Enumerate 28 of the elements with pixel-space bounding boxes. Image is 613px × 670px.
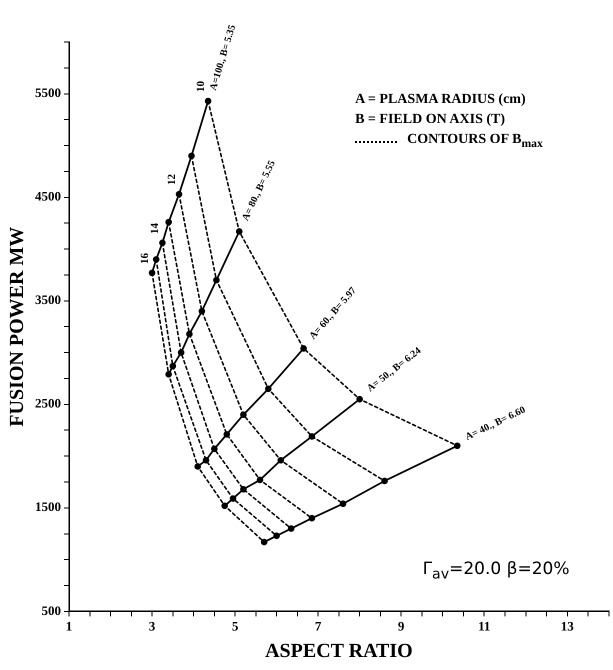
y-tick-label: 1500 (35, 499, 61, 514)
x-tick-label: 1 (66, 618, 72, 634)
text: A= 40., B= 6.60 (464, 404, 528, 443)
x-tick-label: 7 (314, 618, 322, 634)
annotation: 14 (149, 222, 162, 234)
y-tick-label: 2500 (35, 396, 61, 411)
annotation: 16 (139, 252, 152, 264)
y-tick-label: 3500 (35, 292, 61, 308)
x-tick-label: 13 (560, 618, 574, 634)
x-tick-label: 11 (478, 618, 490, 634)
x-axis-title: ASPECT RATIO (265, 640, 413, 662)
annotation: Γ$_{av}$=20.0 β=20% (422, 559, 570, 583)
x-tick-label: 3 (148, 618, 156, 634)
text: A= 60., B= 5.97 (307, 286, 358, 342)
y-tick-label: 500 (42, 602, 61, 618)
y-tick-label: 4500 (35, 188, 61, 204)
text: A=100., B= 5.35 (208, 24, 238, 92)
annotation: 12 (166, 174, 178, 186)
y-tick-label: 5500 (35, 85, 61, 100)
legend-label: CONTOURS OF B$_{max}$ (407, 132, 543, 150)
x-tick-label: 5 (232, 618, 239, 634)
text: A= 50., B= 6.24 (364, 346, 423, 394)
text: A= 80., B= 5.55 (240, 159, 278, 224)
x-tick-label: 9 (398, 618, 405, 634)
y-axis-title: FUSION POWER MW (6, 226, 28, 427)
annotation: 10 (195, 81, 208, 92)
annotation: A = PLASMA RADIUS (cm) (355, 92, 526, 108)
annotation: B = FIELD ON AXIS (T) (355, 112, 506, 128)
